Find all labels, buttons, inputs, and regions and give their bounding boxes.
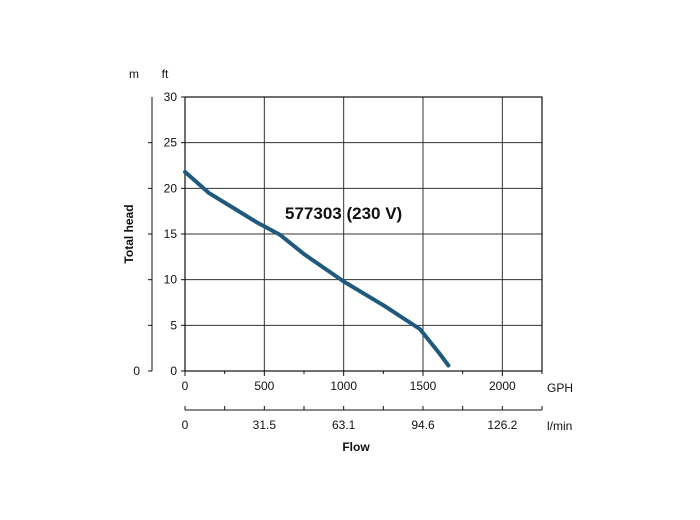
y2-unit-label: m [129, 67, 139, 81]
x2-tick-label: 31.5 [253, 418, 277, 432]
y-tick-label: 5 [170, 318, 177, 332]
x-unit-label: GPH [547, 381, 573, 395]
y2-tick-label: 0 [133, 364, 140, 378]
x-tick-label: 500 [254, 379, 274, 393]
series-annotation: 577303 (230 V) [285, 204, 402, 223]
y-tick-label: 0 [170, 364, 177, 378]
y-tick-labels: 0 5 10 15 20 25 30 [164, 90, 185, 378]
y-axis-title: Total head [122, 204, 136, 263]
series-line [183, 169, 451, 368]
x2-tick-label: 126.2 [487, 418, 517, 432]
x2-tick-labels: 0 31.5 63.1 94.6 126.2 [182, 418, 518, 432]
y-tick-label: 20 [164, 181, 178, 195]
y-tick-label: 25 [164, 136, 178, 150]
x-tick-label: 1000 [330, 379, 357, 393]
x2-unit-label: l/min [547, 419, 572, 433]
x2-tick-label: 94.6 [411, 418, 435, 432]
y-tick-label: 30 [164, 90, 178, 104]
x2-tick-label: 0 [182, 418, 189, 432]
x2-tick-label: 63.1 [332, 418, 356, 432]
x-tick-label: 1500 [410, 379, 437, 393]
y-tick-label: 10 [164, 273, 178, 287]
x-tick-labels: 0 500 1000 1500 2000 [182, 371, 543, 393]
y-unit-label: ft [162, 67, 169, 81]
y-tick-label: 15 [164, 227, 178, 241]
secondary-y-axis: 0 [133, 97, 153, 378]
x-tick-label: 0 [182, 379, 189, 393]
x-tick-label: 2000 [489, 379, 516, 393]
secondary-x-axis [184, 406, 543, 411]
x-axis-title: Flow [342, 440, 370, 454]
grid-lines [185, 97, 542, 371]
